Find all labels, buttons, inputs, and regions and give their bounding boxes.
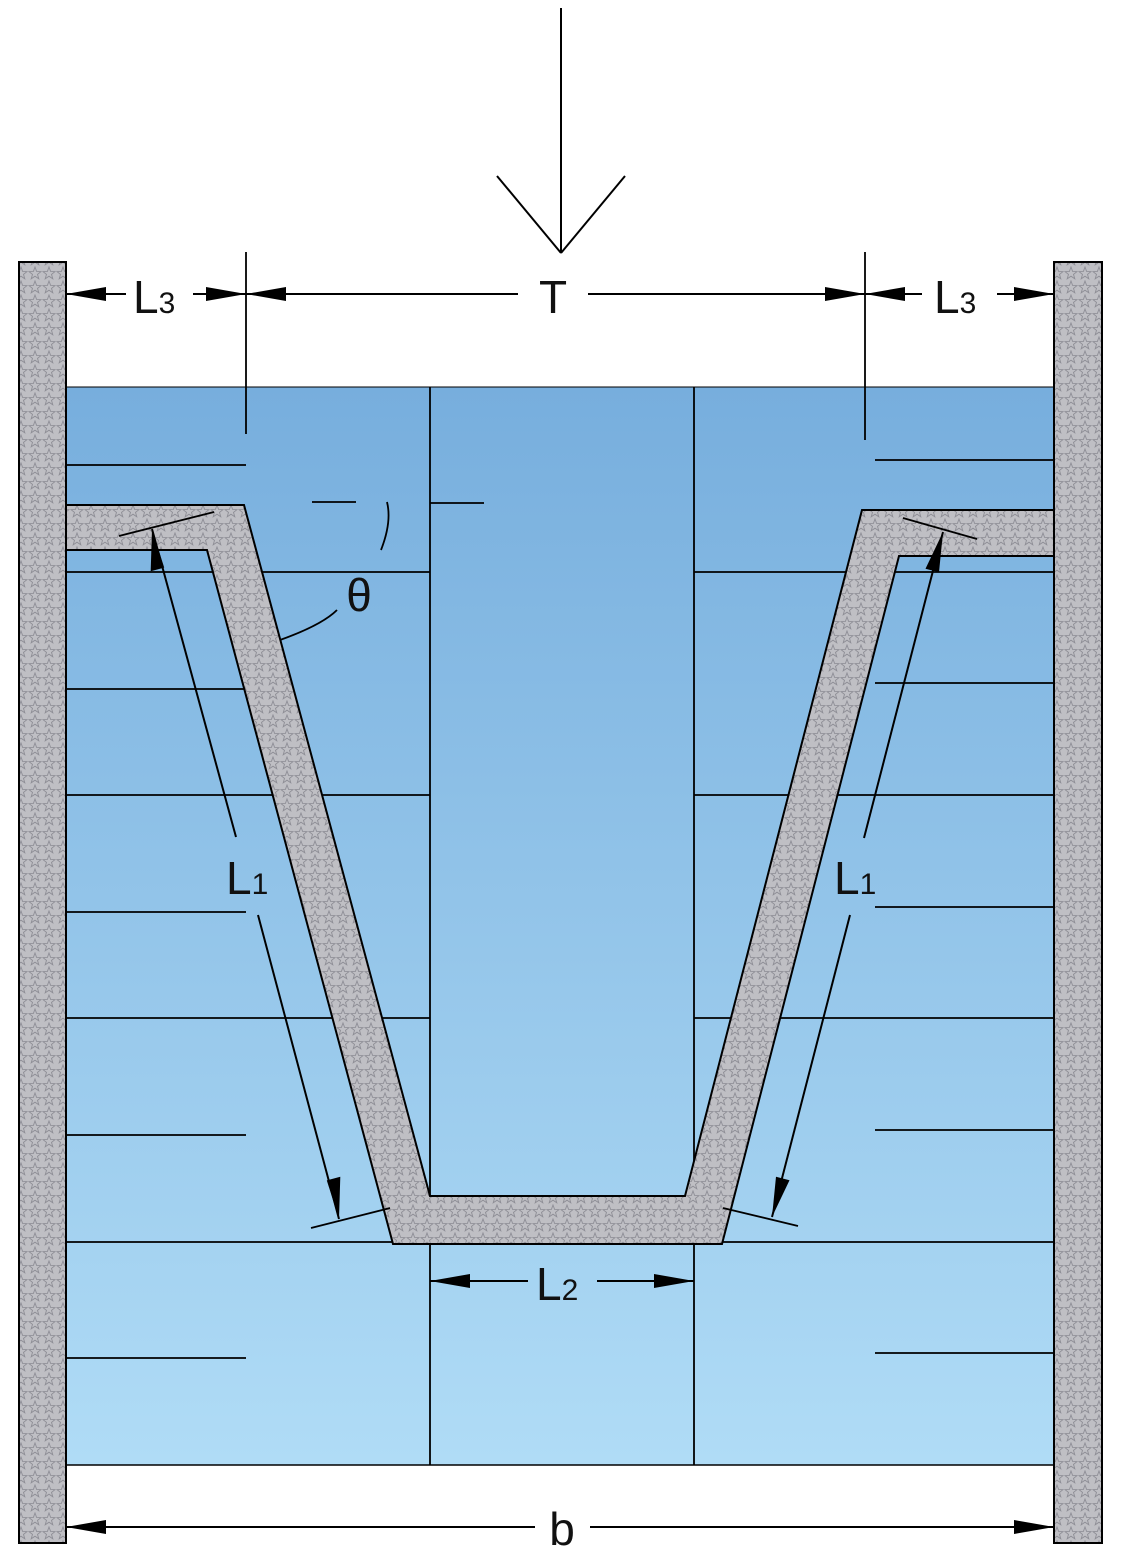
load-label: T [539, 271, 567, 323]
web-dimension-right [722, 517, 978, 1227]
top-dimension [66, 287, 1054, 301]
angle-arc [279, 501, 390, 641]
web-dimension-left [118, 511, 391, 1229]
bottom-flat-dimension [430, 1274, 694, 1288]
bottom-flat-label: L2 [536, 1258, 578, 1310]
load-arrow [496, 8, 626, 254]
width-label: b [549, 1503, 575, 1551]
top-right-dimension-label: L3 [934, 271, 976, 323]
web-right-label: L1 [834, 852, 876, 904]
width-dimension [66, 1520, 1054, 1534]
web-left-label: L1 [226, 852, 268, 904]
right-wall [1053, 261, 1103, 1544]
angle-label: θ [346, 569, 372, 621]
left-wall [18, 261, 67, 1544]
top-left-dimension-label: L3 [133, 271, 175, 323]
